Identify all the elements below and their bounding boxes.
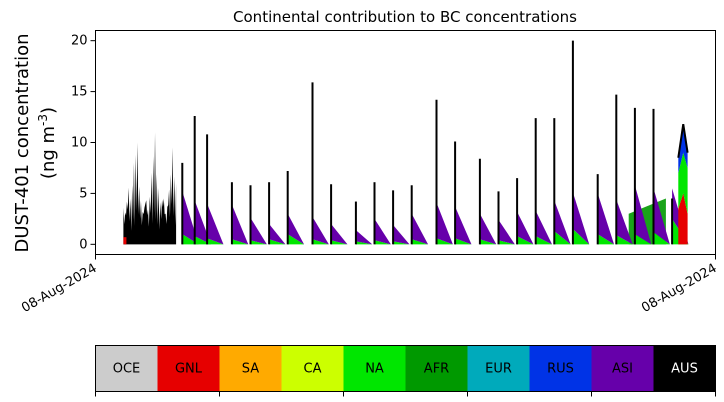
series-asi-pulse: [616, 199, 633, 245]
colorbar-label-ca: CA: [304, 362, 322, 377]
series-asi-pulse: [455, 206, 472, 245]
series-na-pulse: [535, 236, 553, 245]
colorbar-label-gnl: GNL: [175, 362, 203, 377]
x-tick-label: 08-Aug-2024: [19, 261, 99, 316]
x-axis: 08-Aug-2024 08-Aug-2024: [19, 254, 720, 316]
series-na-end: [678, 152, 688, 214]
y-tick-label: 5: [79, 186, 87, 201]
series-asi-pulse: [411, 213, 429, 245]
colorbar-label-afr: AFR: [424, 362, 449, 377]
series-na-pulse: [194, 236, 212, 245]
series-na-pulse: [355, 241, 373, 245]
series-asi-pulse: [535, 210, 553, 245]
series-na-pulse: [634, 234, 652, 245]
series-asi-pulse: [207, 203, 224, 245]
x-tick-label: 08-Aug-2024: [639, 261, 719, 316]
series-asi-pulse: [479, 213, 497, 245]
series-aus-end: [677, 124, 689, 158]
y-tick-label: 0: [79, 237, 87, 252]
series-asi-pulse: [312, 216, 329, 245]
series-na-pulse: [572, 229, 590, 245]
plot-frame: [95, 30, 716, 255]
series-asi-pulse: [498, 219, 515, 245]
series-asi-pulse: [634, 185, 652, 245]
colorbar-swatch-rus: [529, 345, 592, 392]
series-na-pulse: [653, 232, 670, 245]
series-na-pulse: [207, 238, 224, 245]
colorbar-swatch-afr: [405, 345, 468, 392]
chart-title: Continental contribution to BC concentra…: [233, 8, 577, 26]
y-tick-label: 15: [71, 85, 88, 100]
series-gnl-end: [678, 193, 688, 245]
colorbar-label-asi: ASI: [612, 362, 633, 377]
colorbar-swatch-eur: [467, 345, 530, 392]
series-asi-pulse: [393, 224, 410, 245]
colorbar-label-rus: RUS: [547, 362, 574, 377]
series-rus-end: [678, 127, 688, 174]
y-tick-label: 10: [71, 136, 88, 151]
series-asi-pulse: [231, 204, 249, 245]
colorbar-swatch-sa: [219, 345, 282, 392]
series-na-pulse: [231, 239, 249, 245]
series-asi-pulse: [653, 188, 670, 245]
series-asi-pulse: [182, 191, 199, 245]
colorbar-swatch-aus: [653, 345, 716, 392]
series-na-pulse: [312, 239, 329, 245]
y-axis-label-line2: (ng m-3): [36, 107, 59, 179]
series-asi-pulse: [572, 192, 590, 245]
series-asi-pulse: [436, 202, 453, 245]
series-asi-pulse: [374, 218, 391, 245]
y-axis-label-line1: DUST-401 concentration: [12, 33, 33, 252]
series-asi-pulse: [269, 223, 286, 245]
series-aus-start: [123, 132, 177, 245]
y-axis: 0 5 10 15 20: [71, 34, 96, 252]
series-na-pulse: [182, 234, 199, 245]
plot-area: [123, 40, 689, 245]
colorbar-swatch-gnl: [157, 345, 220, 392]
series-na-pulse: [455, 238, 472, 245]
y-tick-label: 20: [71, 34, 88, 49]
series-asi-pulse: [517, 211, 534, 245]
series-asi-pulse: [554, 200, 571, 245]
series-gnl-start: [123, 237, 127, 245]
colorbar-swatch-ca: [281, 345, 344, 392]
series-na-pulse: [287, 234, 305, 245]
series-asi-pulse: [250, 217, 267, 245]
series-asi-pulse: [355, 230, 373, 245]
series-na-pulse: [374, 240, 391, 245]
colorbar: OCE GNL SA CA NA AFR EUR RUS ASI AUS: [95, 345, 716, 397]
series-na-pulse: [436, 238, 453, 245]
colorbar-swatch-oce: [95, 345, 158, 392]
colorbar-label-aus: AUS: [671, 362, 698, 377]
colorbar-frame: [95, 345, 716, 392]
colorbar-swatch-asi: [591, 345, 654, 392]
colorbar-label-eur: EUR: [485, 362, 512, 377]
series-asi-pulse: [194, 200, 212, 245]
series-asi-pulse: [331, 223, 348, 245]
series-na-pulse: [250, 240, 267, 245]
colorbar-label-na: NA: [365, 362, 384, 377]
series-asi-pulse: [287, 213, 305, 245]
series-na-pulse: [479, 239, 497, 245]
series-na-pulse: [597, 234, 615, 245]
colorbar-swatch-na: [343, 345, 406, 392]
series-na-pulse: [269, 239, 286, 245]
series-na-pulse: [411, 239, 429, 245]
colorbar-label-sa: SA: [242, 362, 259, 377]
colorbar-label-oce: OCE: [113, 362, 141, 377]
series-asi-pulse: [597, 193, 615, 245]
